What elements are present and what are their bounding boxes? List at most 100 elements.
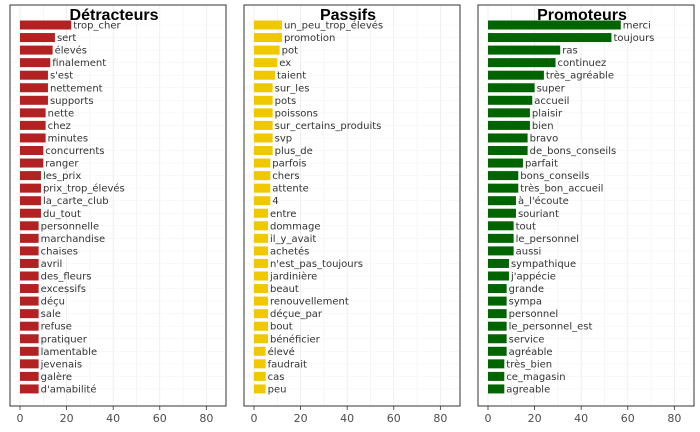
bar-refuse — [20, 321, 39, 331]
bar-beaut — [254, 284, 268, 294]
bar-super — [488, 83, 535, 93]
bar-pratiquer — [20, 334, 39, 344]
bar-label: refuse — [41, 322, 72, 333]
x-tick-label: 0 — [17, 412, 24, 425]
bar-dommage — [254, 221, 268, 231]
x-tick-label: 0 — [251, 412, 258, 425]
bar-label: la_carte_club — [43, 196, 109, 207]
bar-label: galère — [41, 371, 72, 383]
bar-déçue_par — [254, 309, 268, 319]
bar-accueil — [488, 95, 533, 105]
bar-label: sur_les — [275, 83, 310, 94]
bar-label: déçue_par — [270, 308, 323, 320]
bar-label: renouvellement — [270, 297, 349, 308]
bar-promotion — [254, 33, 282, 43]
bar-label: plaisir — [532, 108, 563, 119]
bar-jardinière — [254, 271, 268, 281]
bar-label: jevenais — [40, 359, 82, 370]
bar-label: trop_cher — [73, 21, 121, 32]
x-tick-label: 80 — [199, 412, 213, 425]
bar-label: accueil — [534, 96, 569, 107]
bar-label: il_y_avait — [270, 234, 316, 245]
bar-taient — [254, 70, 275, 80]
bar-minutes — [20, 133, 46, 143]
bar-bravo — [488, 133, 528, 143]
bar-label: très_bien — [506, 358, 552, 370]
bar-attente — [254, 183, 271, 193]
x-tick-label: 20 — [294, 412, 308, 425]
x-tick-label: 40 — [574, 412, 588, 425]
bar-grande — [488, 284, 507, 294]
bar-label: chers — [272, 171, 299, 182]
bar-label: taient — [277, 71, 306, 82]
bar-pot — [254, 45, 280, 55]
bar-concurrents — [20, 146, 44, 155]
panel-1: un_peu_trop_élevéspromotionpotextaientsu… — [243, 4, 461, 425]
bar-label: agreable — [506, 384, 550, 395]
bar-plaisir — [488, 108, 530, 118]
bar-label: bout — [270, 322, 293, 333]
bar-sympathique — [488, 258, 509, 268]
bar-excessifs — [20, 284, 39, 294]
bar-chez — [20, 120, 46, 130]
bar-lamentable — [20, 346, 39, 356]
bar-label: j'appécie — [510, 271, 556, 283]
bar-label: cas — [268, 372, 285, 383]
bar-label: agréable — [509, 346, 553, 358]
bar-cas — [254, 371, 266, 381]
bar-jevenais — [20, 359, 39, 369]
bar-n'est_pas_toujours — [254, 258, 268, 268]
bar-label: chez — [48, 121, 71, 132]
bar-label: svp — [275, 133, 292, 144]
bar-sale — [20, 309, 39, 319]
bar-poissons — [254, 108, 273, 118]
bar-la_carte_club — [20, 196, 41, 206]
bar-label: bénéficier — [270, 333, 321, 345]
bar-label: avril — [41, 259, 63, 270]
bar-label: n'est_pas_toujours — [270, 259, 363, 270]
bar-label: concurrents — [45, 146, 104, 157]
bar-label: très_bon_accueil — [520, 183, 603, 195]
bar-label: personnelle — [41, 221, 99, 232]
bar-label: supports — [50, 96, 94, 107]
bar-label: attente — [272, 184, 309, 195]
bar-parfait — [488, 158, 523, 168]
bar-label: lamentable — [41, 347, 97, 358]
bar-label: poissons — [275, 108, 318, 119]
bar-très_agréable — [488, 70, 544, 80]
bar-bons_conseils — [488, 171, 519, 181]
bar-label: un_peu_trop_élevés — [284, 20, 383, 32]
bar-déçu — [20, 296, 39, 306]
bar-label: le_personnel_est — [509, 322, 593, 333]
bar-faudrait — [254, 359, 266, 369]
panel-0: trop_chersertélevésfinalements'estnettem… — [9, 4, 227, 425]
bar-label: dommage — [270, 221, 321, 232]
bar-label: personnel — [509, 309, 559, 320]
bar-label: marchandise — [41, 234, 106, 245]
bar-sur_les — [254, 83, 273, 93]
bar-label: sur_certains_produits — [275, 121, 382, 132]
bar-label: nette — [48, 108, 74, 119]
bar-label: sympa — [509, 297, 542, 308]
bar-supports — [20, 95, 48, 105]
bar-j'appécie — [488, 271, 509, 281]
panel-border — [9, 4, 227, 407]
x-tick-label: 80 — [667, 412, 681, 425]
x-tick-label: 20 — [528, 412, 542, 425]
bar-achetés — [254, 246, 268, 256]
bar-label: peu — [268, 384, 287, 395]
bar-sur_certains_produits — [254, 120, 273, 130]
bar-renouvellement — [254, 296, 268, 306]
bar-label: merci — [623, 21, 651, 32]
bar-label: bons_conseils — [520, 171, 589, 182]
bar-label: les_prix — [43, 171, 81, 182]
bar-label: sert — [57, 33, 76, 44]
x-tick-label: 20 — [60, 412, 74, 425]
bar-label: s'est — [50, 71, 73, 82]
bar-bénéficier — [254, 334, 268, 344]
bar-merci — [488, 20, 621, 30]
bar-label: des_fleurs — [41, 272, 92, 283]
bar-à_l'écoute — [488, 196, 516, 206]
bar-label: sale — [41, 309, 61, 320]
